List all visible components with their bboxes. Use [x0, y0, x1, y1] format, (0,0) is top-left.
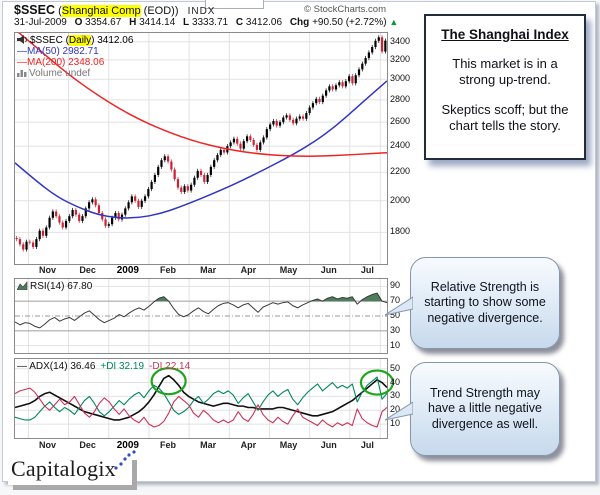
quote-row: 31-Jul-2009 O 3354.67 H 3414.14 L 3333.7…	[14, 17, 399, 28]
axis-tick-label: 90	[390, 280, 401, 291]
axis-tick-label: 30	[390, 390, 401, 401]
axis-tick-label: 2400	[390, 140, 411, 151]
rsi-panel	[14, 278, 388, 354]
adx-axis: 50 40 30 20 10	[390, 358, 420, 437]
adx-bubble-tail	[385, 401, 413, 421]
price-legend: $SSEC (Daily) 3412.06 —MA(50) 2982.71 —M…	[17, 35, 133, 79]
month-label: 2009	[116, 265, 139, 276]
rsi-chart-svg	[15, 279, 387, 353]
month-axis-bottom: Nov Dec 2009 Feb Mar Apr May Jun Jul	[0, 440, 600, 453]
highlighted-name: Shanghai Comp	[61, 5, 141, 17]
axis-tick-label: 10	[390, 339, 401, 350]
callout-paragraph-2: Skeptics scoff; but the chart tells the …	[441, 102, 569, 133]
capitalogix-wordmark: Capitalogix	[11, 456, 116, 481]
axis-tick-label: 70	[390, 295, 401, 306]
axis-tick-label: 50	[390, 362, 401, 373]
month-label: Feb	[159, 440, 176, 450]
volume-legend: Volume undef	[17, 68, 133, 79]
logo-rising-dots-icon	[114, 450, 136, 470]
chart-header: $SSEC (Shanghai Comp (EOD)) INDX	[14, 3, 215, 17]
rsi-legend: RSI(14) 67.80	[16, 281, 92, 293]
cropped-ui-artifact	[205, 0, 264, 9]
callout-box: The Shanghai Index This market is in a s…	[424, 14, 586, 160]
minus-di-label: -DI 22.14	[149, 361, 191, 372]
callout-paragraph-1: This market is in a strong up-trend.	[452, 56, 558, 87]
month-label: Nov	[38, 265, 56, 275]
price-chart-svg	[15, 33, 387, 264]
axis-tick-label: 50	[390, 310, 401, 320]
month-label: Jun	[320, 265, 337, 275]
axis-tick-label: 10	[390, 418, 401, 429]
axis-tick-label: 2200	[390, 166, 411, 177]
adx-value-label: — ADX(14) 36.46	[17, 361, 96, 372]
symbol-name: (Shanghai Comp (EOD))	[58, 5, 179, 17]
month-label: Jul	[360, 265, 374, 275]
month-label: Apr	[240, 265, 257, 275]
month-axis-top: Nov Dec 2009 Feb Mar Apr May Jun Jul	[0, 265, 600, 278]
month-label: May	[279, 440, 298, 450]
exchange-label: INDX	[187, 6, 216, 17]
volume-icon	[17, 68, 27, 80]
axis-tick-label: 20	[390, 404, 401, 415]
month-label: Jul	[360, 440, 374, 450]
month-label: Mar	[200, 265, 217, 275]
price-panel	[14, 32, 388, 265]
quote-date: 31-Jul-2009	[14, 17, 67, 28]
adx-panel	[14, 358, 395, 439]
plus-di-label: +DI 32.19	[100, 361, 145, 372]
rsi-speech-bubble: Relative Strength is starting to show so…	[385, 257, 560, 349]
month-label: Dec	[79, 440, 96, 450]
month-label: Jun	[320, 440, 337, 450]
month-label: May	[279, 265, 298, 275]
month-label: 2009	[116, 440, 139, 451]
axis-tick-label: 2600	[390, 116, 411, 127]
ma50-legend: —MA(50) 2982.71	[17, 46, 99, 57]
symbol: $SSEC	[14, 3, 55, 17]
adx-legend: — ADX(14) 36.46 +DI 32.19 -DI 22.14	[17, 361, 190, 372]
month-label: Feb	[159, 265, 176, 275]
ma200-legend: —MA(200) 2348.06	[17, 57, 105, 68]
rsi-area-icon	[16, 281, 28, 293]
rsi-axis: 90 70 50 30 10	[390, 278, 420, 352]
price-legend-symbol-row: $SSEC (Daily) 3412.06	[17, 35, 133, 46]
month-label: Mar	[200, 440, 217, 450]
speaker-icon	[17, 35, 28, 47]
month-label: Apr	[240, 440, 257, 450]
month-label: Dec	[79, 265, 96, 275]
axis-tick-label: 30	[390, 324, 401, 335]
callout-title: The Shanghai Index	[441, 27, 569, 42]
axis-tick-label: 2800	[390, 93, 411, 104]
axis-tick-label: 3200	[390, 53, 411, 64]
rsi-bubble-text: Relative Strength is starting to show so…	[424, 279, 546, 325]
axis-tick-label: 1800	[390, 226, 411, 237]
price-axis: 3400 3200 3000 2800 2600 2400 2200 2000 1800	[390, 32, 420, 263]
up-arrow-icon: ▲	[389, 17, 399, 27]
axis-tick-label: 2000	[390, 194, 411, 205]
capitalogix-logo: Capitalogix	[8, 450, 136, 485]
month-label: Nov	[38, 440, 56, 450]
axis-tick-label: 3400	[390, 35, 411, 46]
axis-tick-label: 40	[390, 376, 401, 387]
rsi-bubble-tail	[385, 296, 413, 316]
stockcharts-credit: © StockCharts.com	[304, 4, 386, 15]
adx-chart-svg	[14, 359, 395, 438]
axis-tick-label: 3000	[390, 73, 411, 84]
adx-bubble-text: Trend Strength may have a little negativ…	[428, 385, 542, 431]
adx-speech-bubble: Trend Strength may have a little negativ…	[385, 362, 560, 456]
